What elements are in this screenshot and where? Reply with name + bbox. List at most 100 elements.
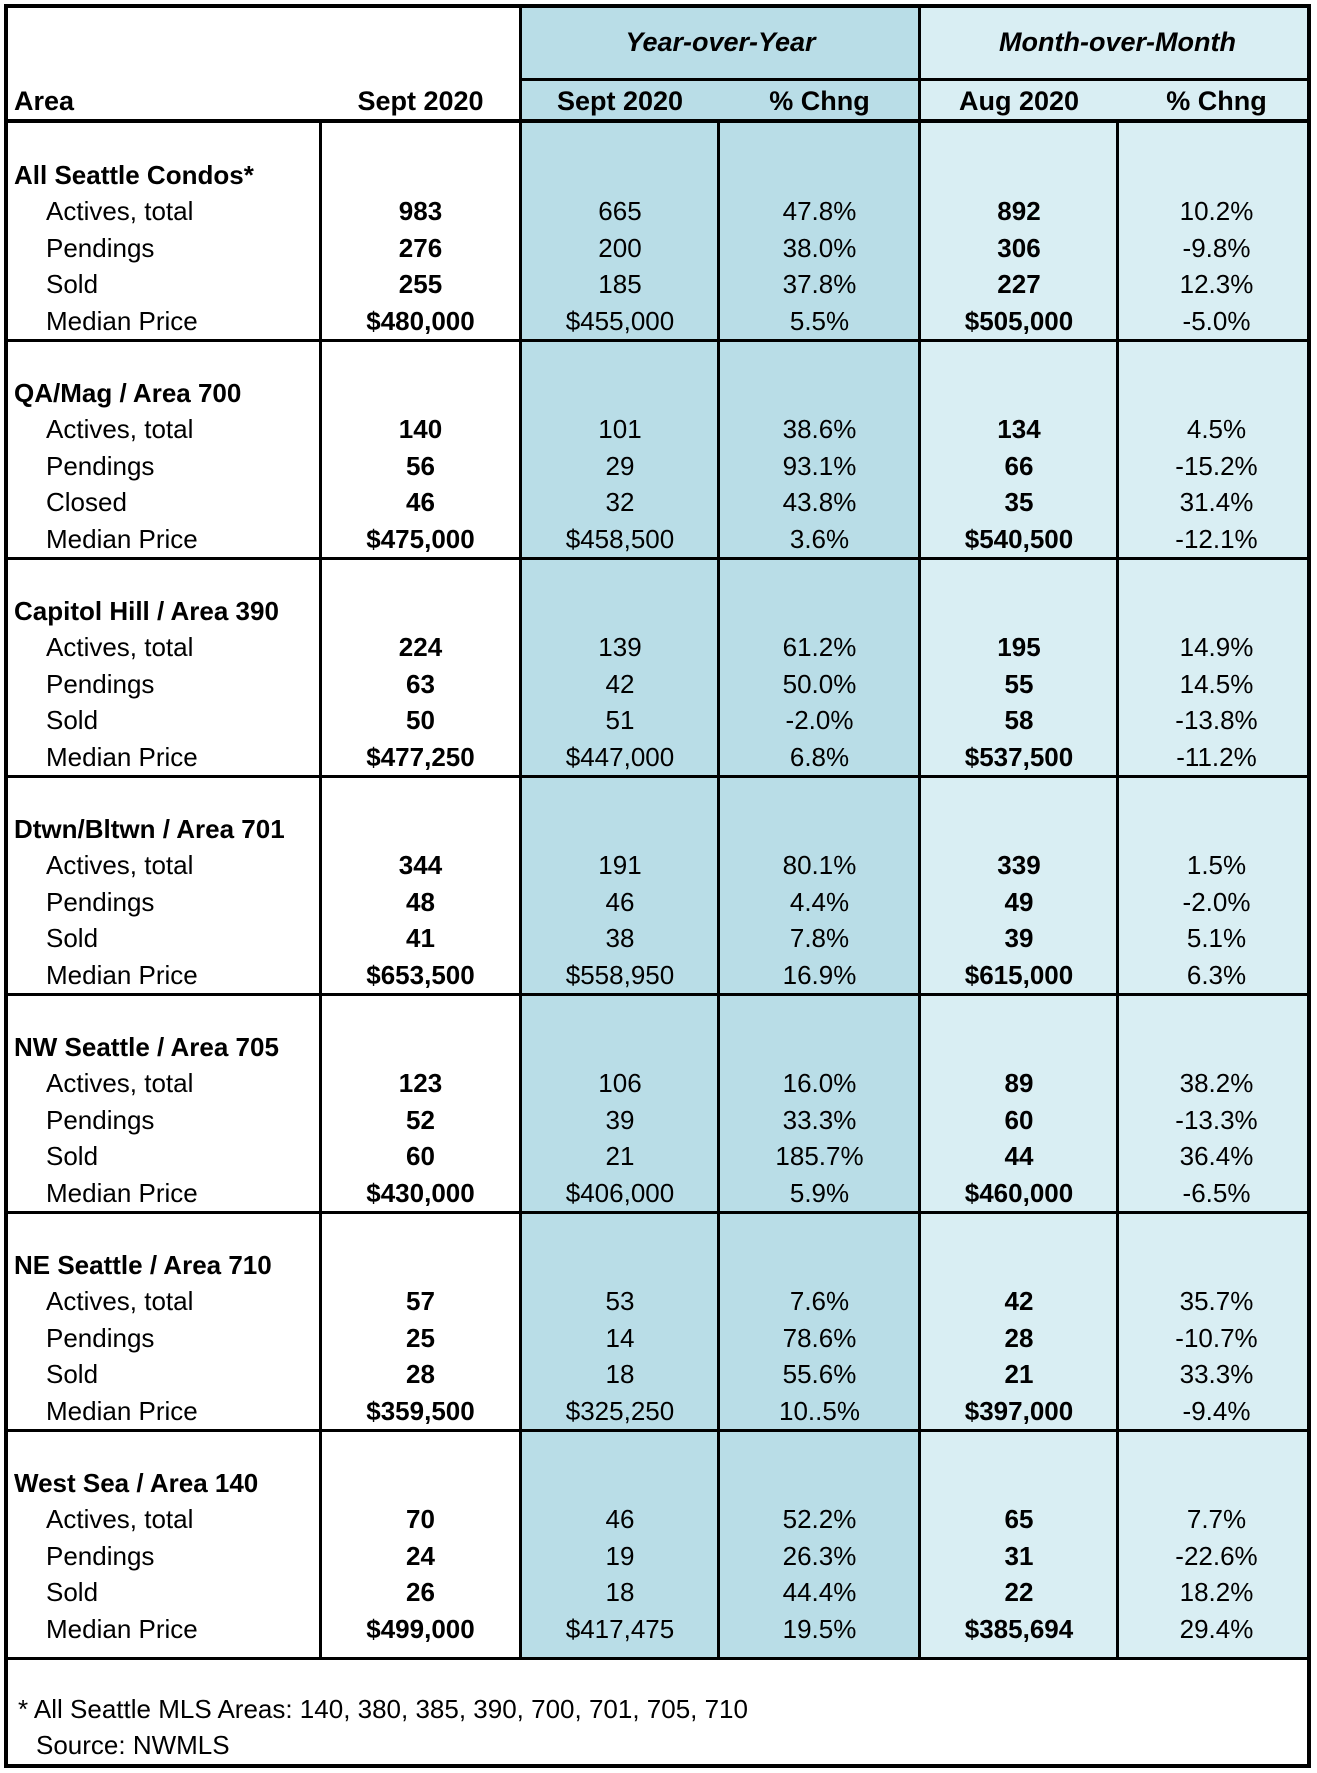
cell-mom-chg: -12.1% (1175, 523, 1258, 554)
cell-mom-chg: -5.0% (1182, 305, 1251, 336)
cell-mom-chg: 4.5% (1186, 414, 1247, 444)
cell-mom-aug: 306 (997, 232, 1041, 263)
section-title: NW Seattle / Area 705 (14, 1032, 279, 1062)
cell-mom-chg: -10.7% (1175, 1322, 1258, 1353)
row-label: Pendings (46, 232, 155, 263)
row-label: Actives, total (46, 196, 194, 226)
group-header-divider (521, 78, 1307, 81)
column-divider (319, 119, 322, 1660)
header-mom-percent-change: % Chng (1166, 86, 1267, 116)
cell-sept: 63 (406, 668, 435, 699)
cell-mom-chg: 14.5% (1179, 668, 1254, 699)
section-divider (8, 1211, 1307, 1214)
cell-yoy-sept: 32 (605, 487, 635, 517)
cell-yoy-sept: $406,000 (565, 1177, 675, 1208)
year-over-year-shading (521, 8, 920, 1660)
section-title: Dtwn/Bltwn / Area 701 (14, 814, 285, 844)
cell-yoy-sept: 39 (605, 1104, 635, 1135)
section-title: QA/Mag / Area 700 (14, 378, 242, 408)
market-stats-table: Year-over-Year Month-over-Month Area Sep… (4, 4, 1311, 1768)
row-label: Actives, total (46, 1068, 194, 1098)
row-label: Sold (46, 1577, 99, 1607)
cell-yoy-sept: 46 (605, 1504, 635, 1534)
section-divider (8, 557, 1307, 560)
cell-mom-chg: 36.4% (1179, 1141, 1254, 1171)
row-label: Actives, total (46, 1286, 194, 1316)
section-title: Capitol Hill / Area 390 (14, 596, 279, 626)
cell-sept: 48 (406, 886, 435, 917)
cell-mom-aug: 44 (1004, 1141, 1034, 1171)
cell-mom-chg: 18.2% (1179, 1577, 1254, 1607)
row-label: Median Price (46, 959, 198, 990)
cell-sept: 28 (406, 1359, 435, 1389)
cell-sept: 56 (406, 450, 435, 481)
cell-mom-chg: 33.3% (1179, 1359, 1254, 1389)
cell-mom-chg: 6.3% (1186, 959, 1247, 990)
cell-mom-chg: 5.1% (1186, 923, 1247, 953)
cell-mom-chg: 7.7% (1186, 1504, 1247, 1534)
cell-sept: 52 (406, 1104, 435, 1135)
cell-yoy-chg: 78.6% (782, 1322, 857, 1353)
cell-mom-chg: -9.8% (1182, 232, 1251, 263)
header-group-year-over-year: Year-over-Year (625, 27, 816, 57)
header-yoy-percent-change: % Chng (769, 86, 870, 116)
cell-mom-aug: $615,000 (964, 959, 1074, 990)
cell-mom-aug: $540,500 (964, 523, 1074, 554)
row-label: Actives, total (46, 414, 194, 444)
cell-mom-aug: 195 (997, 632, 1041, 662)
cell-sept: 983 (398, 196, 443, 226)
section-divider (8, 1429, 1307, 1432)
cell-mom-chg: 31.4% (1179, 487, 1254, 517)
cell-mom-chg: 35.7% (1179, 1286, 1254, 1316)
cell-yoy-chg: 10..5% (779, 1395, 860, 1426)
cell-yoy-chg: 5.5% (789, 305, 850, 336)
cell-sept: 70 (406, 1504, 435, 1534)
cell-sept: 57 (406, 1286, 435, 1316)
cell-yoy-sept: $417,475 (565, 1613, 675, 1644)
cell-mom-aug: 35 (1004, 487, 1034, 517)
cell-yoy-chg: 16.0% (782, 1068, 857, 1098)
row-label: Closed (46, 487, 127, 517)
row-label: Sold (46, 269, 99, 299)
cell-sept: $430,000 (366, 1177, 475, 1208)
cell-yoy-sept: 14 (605, 1322, 635, 1353)
section-divider (8, 339, 1307, 342)
cell-yoy-sept: 191 (598, 850, 642, 880)
cell-yoy-chg: 3.6% (789, 523, 850, 554)
row-label: Sold (46, 705, 99, 735)
row-label: Sold (46, 1359, 99, 1389)
cell-mom-chg: -6.5% (1182, 1177, 1251, 1208)
row-label: Median Price (46, 523, 198, 554)
cell-yoy-sept: 46 (605, 886, 635, 917)
cell-sept: 140 (398, 414, 443, 444)
header-mom-aug-2020: Aug 2020 (958, 86, 1080, 116)
cell-yoy-chg: 55.6% (782, 1359, 857, 1389)
cell-yoy-chg: 26.3% (782, 1540, 857, 1571)
cell-sept: 224 (398, 632, 443, 662)
section-title: All Seattle Condos* (14, 160, 254, 190)
section-divider (8, 775, 1307, 778)
cell-mom-chg: 10.2% (1179, 196, 1254, 226)
header-sept-2020: Sept 2020 (357, 86, 484, 116)
cell-yoy-sept: $447,000 (565, 741, 675, 772)
cell-mom-aug: 134 (997, 414, 1041, 444)
cell-sept: 26 (406, 1577, 435, 1607)
column-divider (1116, 119, 1119, 1660)
cell-yoy-sept: 21 (605, 1141, 635, 1171)
cell-yoy-chg: 43.8% (782, 487, 857, 517)
cell-yoy-sept: 139 (598, 632, 642, 662)
cell-mom-chg: 12.3% (1179, 269, 1254, 299)
cell-mom-chg: -13.8% (1175, 705, 1258, 735)
cell-yoy-sept: 101 (598, 414, 642, 444)
cell-sept: $480,000 (366, 305, 475, 336)
cell-mom-aug: 89 (1004, 1068, 1034, 1098)
cell-sept: 50 (406, 705, 435, 735)
column-divider (918, 8, 921, 1660)
cell-yoy-sept: 185 (598, 269, 642, 299)
row-label: Actives, total (46, 850, 194, 880)
cell-sept: 46 (406, 487, 435, 517)
cell-mom-aug: 58 (1004, 705, 1034, 735)
cell-mom-aug: $460,000 (964, 1177, 1074, 1208)
cell-mom-aug: 227 (997, 269, 1041, 299)
cell-sept: 60 (406, 1141, 435, 1171)
